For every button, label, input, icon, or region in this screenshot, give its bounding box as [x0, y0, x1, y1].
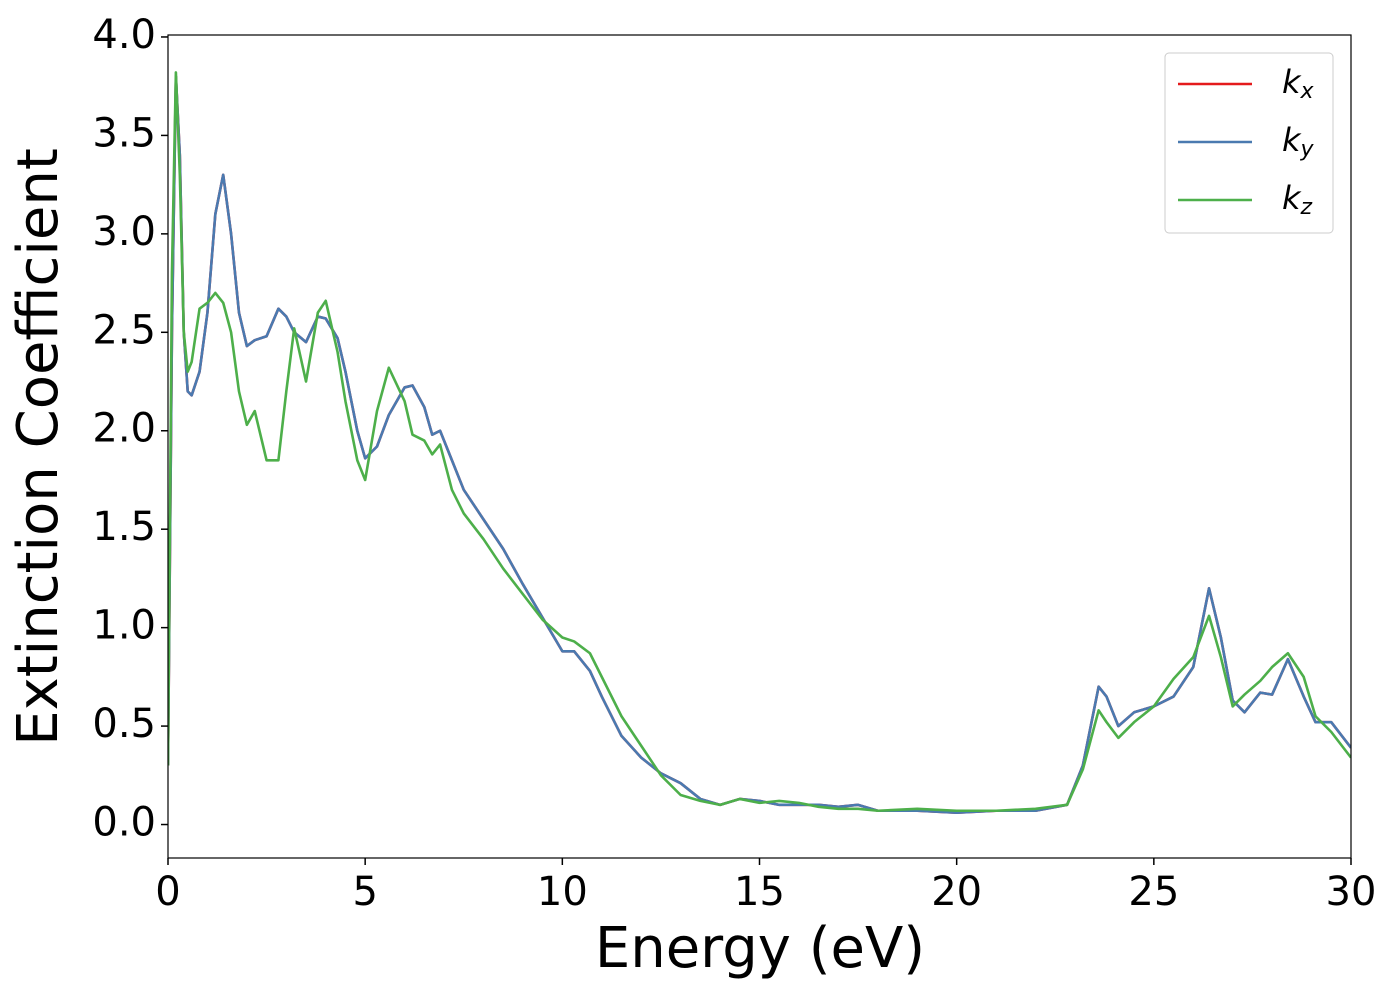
series-line	[168, 71, 1351, 813]
y-tick-label: 3.0	[92, 209, 156, 255]
y-tick-label: 2.0	[92, 406, 156, 452]
y-tick-label: 0.0	[92, 800, 156, 846]
plot-frame	[167, 34, 1352, 859]
x-tick-label: 15	[734, 869, 785, 915]
series-line	[168, 75, 1351, 815]
y-tick-label: 4.0	[92, 12, 156, 58]
x-tick-label: 20	[931, 869, 982, 915]
x-axis-label: Energy (eV)	[595, 916, 925, 981]
legend-label: kz	[1282, 179, 1313, 220]
x-tick-label: 0	[155, 869, 180, 915]
y-tick-label: 2.5	[92, 307, 156, 353]
x-tick-label: 30	[1326, 869, 1377, 915]
x-tick-label: 25	[1128, 869, 1179, 915]
x-tick-label: 10	[537, 869, 588, 915]
legend-label: ky	[1282, 121, 1315, 162]
x-tick-label: 5	[352, 869, 377, 915]
legend-label: kx	[1282, 63, 1315, 104]
y-tick-label: 0.5	[92, 701, 156, 747]
y-tick-label: 1.0	[92, 603, 156, 649]
y-tick-label: 3.5	[92, 110, 156, 156]
y-axis-label: Extinction Coefficient	[6, 148, 71, 746]
y-tick-label: 1.5	[92, 504, 156, 550]
